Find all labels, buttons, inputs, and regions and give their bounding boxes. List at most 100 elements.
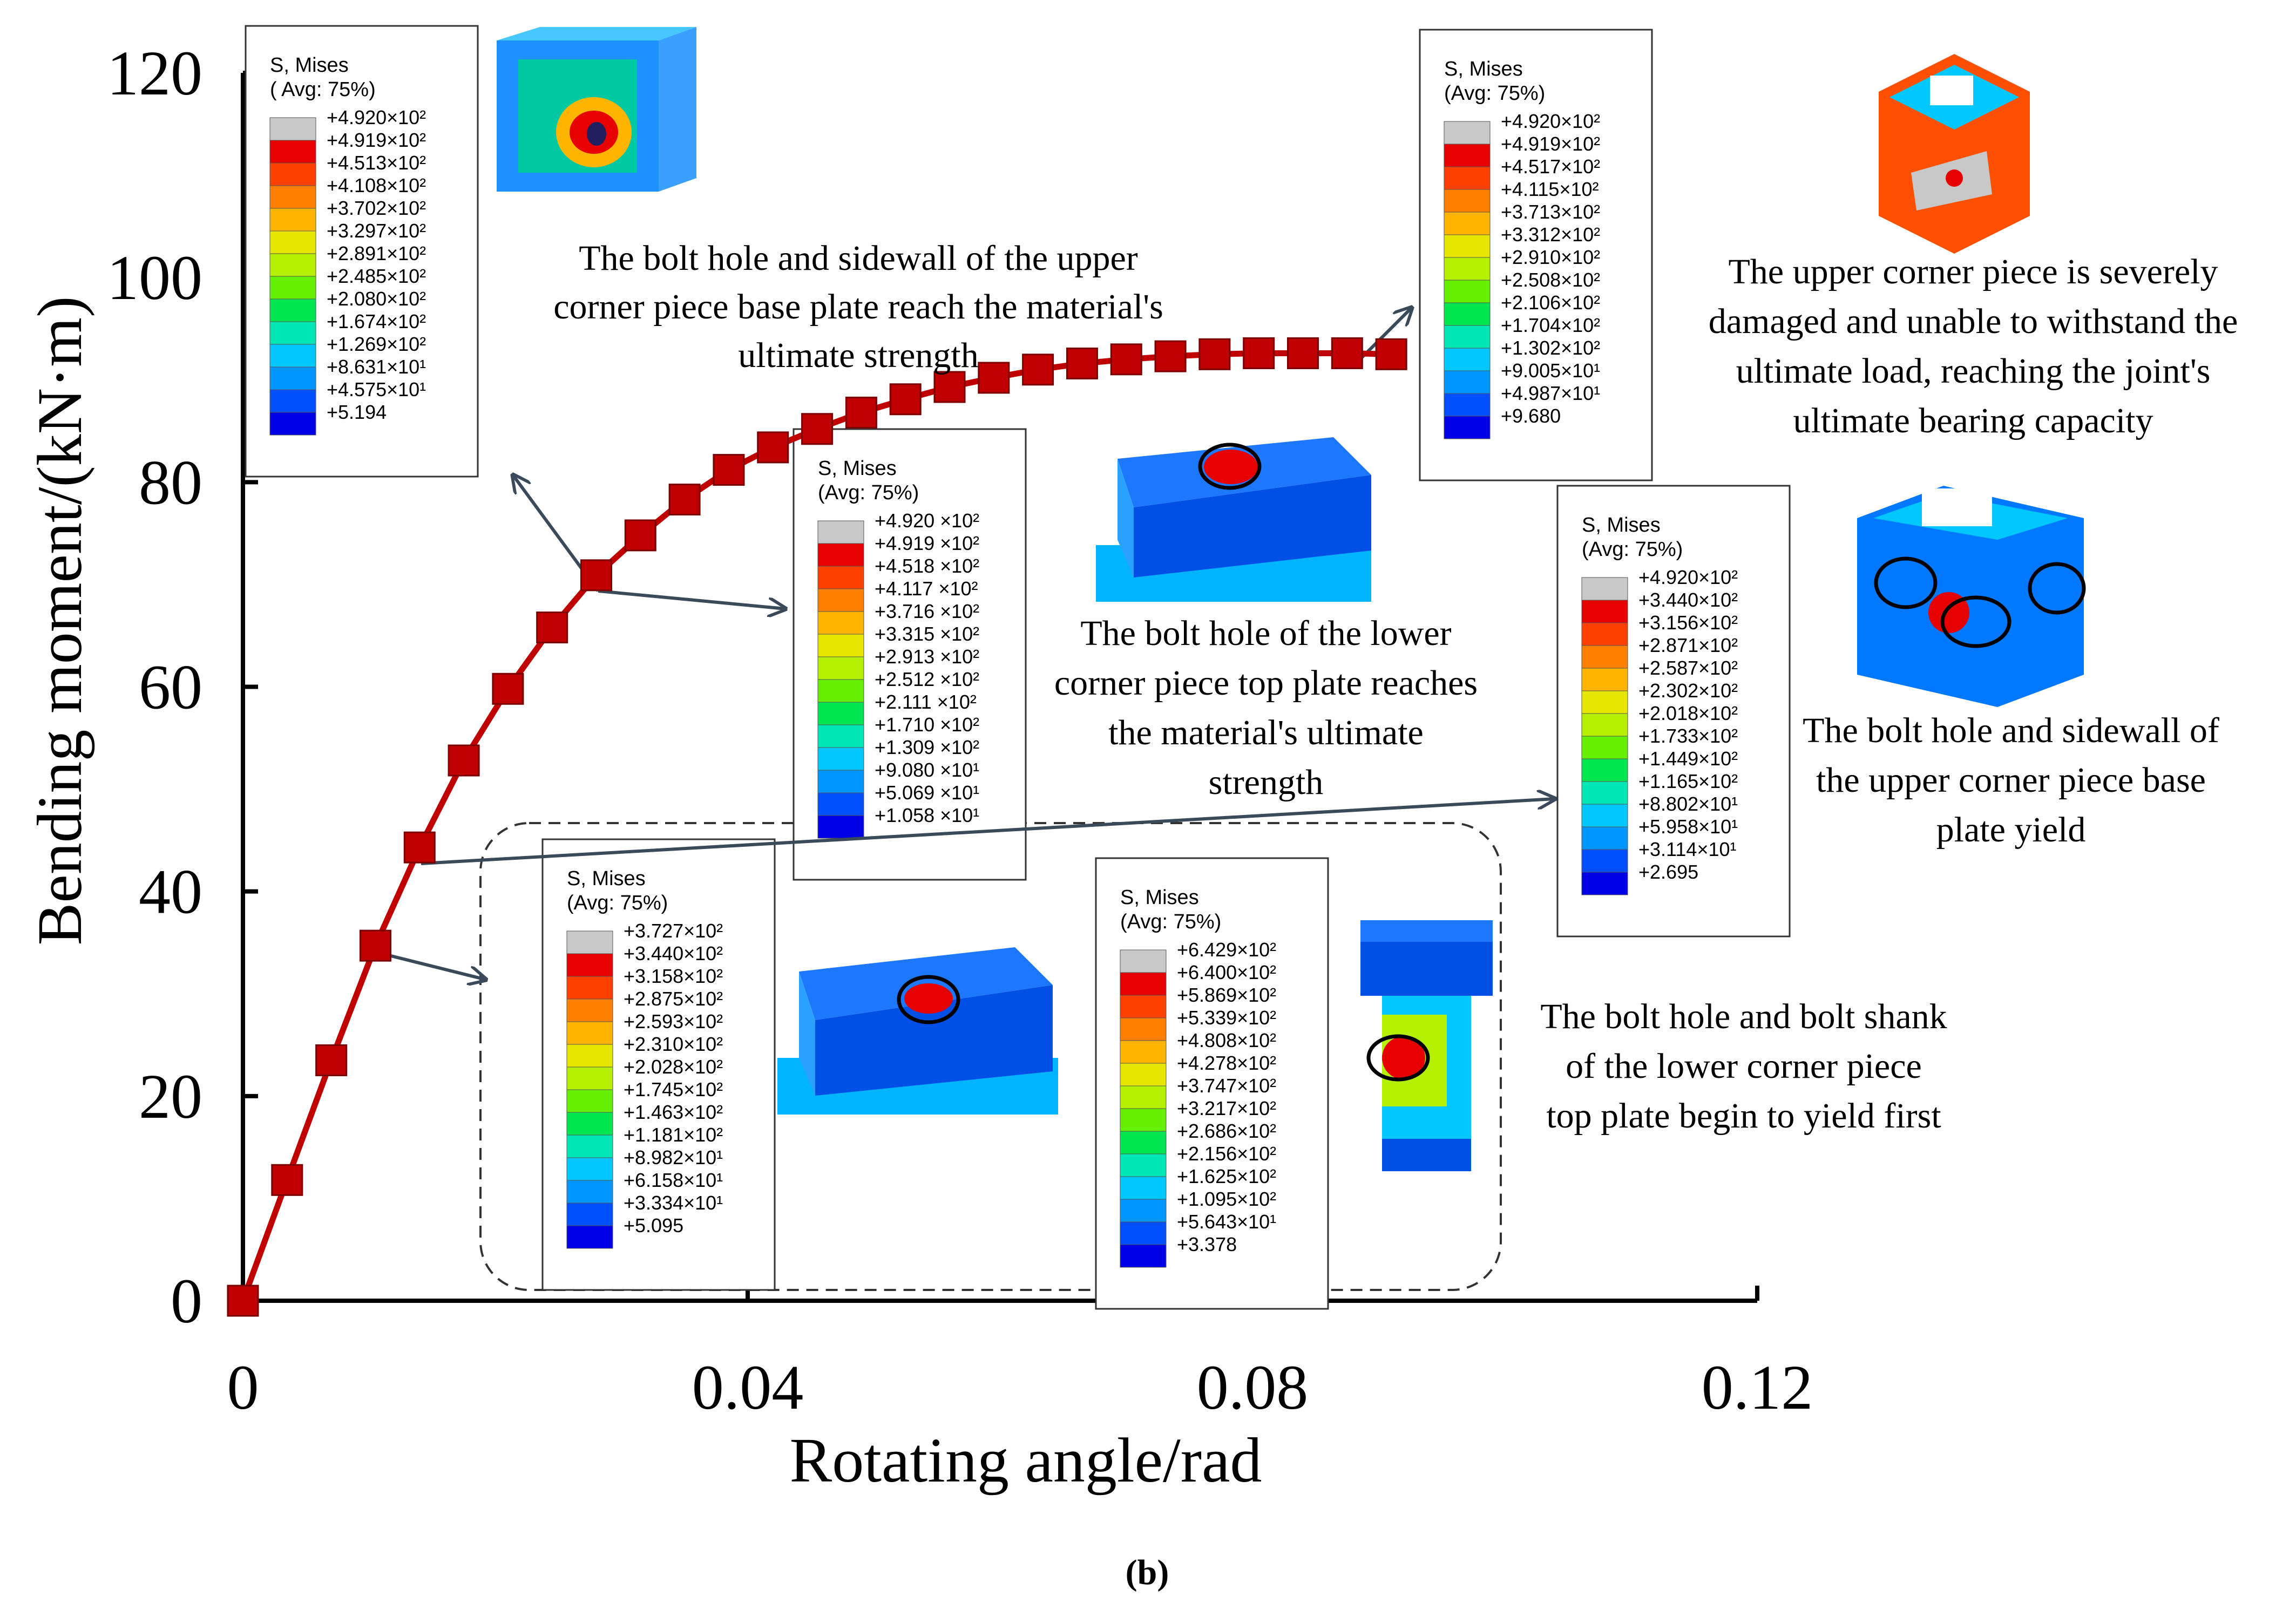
annotation-line: the upper corner piece base: [1816, 760, 2206, 800]
legend-swatch: [817, 679, 864, 703]
legend-value: +3.312×10²: [1501, 223, 1600, 246]
data-point-marker: [1287, 337, 1319, 369]
data-point-marker: [801, 413, 834, 445]
annotation-line: The bolt hole and bolt shank: [1540, 997, 1947, 1036]
highlight-circle: [897, 975, 960, 1024]
legend-value: +1.704×10²: [1501, 314, 1600, 336]
legend-value: +4.919×10²: [327, 129, 426, 151]
data-point-marker: [448, 744, 480, 777]
fe-model-lower-piece-first-yield: [777, 947, 1058, 1115]
legend-value: +2.593×10²: [624, 1010, 723, 1032]
legend-swatch: [817, 566, 864, 589]
legend-swatch: [566, 1180, 613, 1204]
legend-value: +2.913 ×10²: [875, 646, 979, 668]
legend-title: S, Mises: [567, 867, 646, 890]
legend-swatch: [1444, 280, 1491, 303]
legend-swatch: [269, 185, 316, 209]
legend-value: +3.727×10²: [624, 920, 723, 942]
legend-title: S, Mises: [1120, 886, 1199, 909]
legend-value: +4.575×10¹: [327, 378, 426, 400]
contour-legend: S, Mises(Avg: 75%)+4.920×10²+3.440×10²+3…: [1556, 485, 1791, 938]
legend-value: +3.713×10²: [1501, 201, 1600, 223]
legend-value: +4.920 ×10²: [875, 510, 979, 532]
legend-swatch: [1120, 972, 1167, 996]
data-point-marker: [315, 1044, 348, 1076]
data-point-marker: [227, 1285, 259, 1317]
legend-swatch: [269, 298, 316, 322]
legend-swatch: [817, 520, 864, 544]
legend-title: S, Mises: [1444, 58, 1523, 80]
legend-swatch: [1581, 758, 1628, 782]
legend-value: +3.440×10²: [1638, 589, 1738, 611]
legend-swatch: [1581, 668, 1628, 691]
annotation-line: The bolt hole and sidewall of: [1803, 711, 2219, 750]
legend-value: +4.117 ×10²: [875, 578, 978, 600]
y-tick-label: 0: [171, 1266, 202, 1336]
legend-swatch: [269, 389, 316, 413]
x-tick-label: 0.12: [1702, 1352, 1813, 1423]
legend-swatch: [269, 140, 316, 164]
legend-swatch: [1120, 1176, 1167, 1200]
legend-value: +3.156×10²: [1638, 612, 1738, 634]
legend-value: +3.158×10²: [624, 965, 723, 987]
legend-value: +2.508×10²: [1501, 269, 1600, 291]
legend-value: +1.625×10²: [1177, 1165, 1276, 1187]
legend-value: +4.518 ×10²: [875, 555, 979, 577]
legend-value: +6.158×10¹: [624, 1169, 723, 1191]
legend-swatch: [566, 1112, 613, 1136]
legend-value: +8.982×10¹: [624, 1146, 723, 1169]
y-tick-label: 100: [107, 242, 202, 313]
legend-swatch: [1581, 645, 1628, 669]
data-point-marker: [1110, 343, 1142, 376]
legend-swatch: [817, 611, 864, 635]
legend-swatch: [1444, 370, 1491, 394]
legend-swatch: [1581, 600, 1628, 623]
y-tick-label: 40: [139, 857, 202, 927]
legend-swatch: [1581, 804, 1628, 827]
legend-value: +3.702×10²: [327, 197, 426, 219]
legend-swatch: [1120, 1063, 1167, 1086]
data-point-marker: [1154, 340, 1187, 372]
legend-value: +2.018×10²: [1638, 702, 1738, 724]
legend-value: +4.919 ×10²: [875, 532, 979, 554]
legend-value: +4.278×10²: [1177, 1052, 1276, 1074]
legend-swatch: [566, 1203, 613, 1226]
data-point-marker: [624, 519, 656, 552]
data-point-marker: [889, 383, 922, 416]
legend-swatch: [566, 1089, 613, 1113]
legend-value: +6.400×10²: [1177, 961, 1276, 983]
highlight-circle: [1940, 595, 2011, 648]
legend-swatch: [1444, 166, 1491, 190]
fe-model-upper-piece-top: [497, 27, 696, 192]
contour-legend: S, Mises(Avg: 75%) +4.920 ×10²+4.919 ×10²…: [793, 428, 1027, 881]
y-axis-title: Bending moment/(kN·m): [24, 296, 95, 946]
highlight-circle: [1366, 1034, 1430, 1082]
contour-legend: S, Mises(Avg: 75%)+6.429×10²+6.400×10²+5…: [1095, 857, 1329, 1310]
legend-swatch: [269, 276, 316, 300]
annotation-line: damaged and unable to withstand the: [1709, 302, 2238, 341]
legend-value: +2.587×10²: [1638, 657, 1738, 679]
legend-value: +4.808×10²: [1177, 1029, 1276, 1051]
legend-swatch: [1444, 189, 1491, 213]
panel-label: (b): [1126, 1553, 1169, 1592]
legend-value: +5.643×10¹: [1177, 1211, 1276, 1233]
legend-value: +1.302×10²: [1501, 337, 1600, 359]
legend-value: +5.095: [624, 1214, 683, 1237]
legend-value: +2.080×10²: [327, 288, 426, 310]
legend-value: +3.297×10²: [327, 220, 426, 242]
data-point-marker: [1375, 338, 1407, 370]
contour-legend: S, Mises(Avg: 75%)+3.727×10²+3.440×10²+3…: [541, 838, 776, 1291]
legend-swatch: [269, 162, 316, 186]
legend-swatch: [1444, 121, 1491, 145]
legend-value: +4.115×10²: [1501, 178, 1599, 200]
legend-value: +9.080 ×10¹: [875, 759, 979, 781]
legend-average: (Avg: 75%): [567, 892, 668, 914]
legend-swatch: [817, 656, 864, 680]
legend-value: +2.686×10²: [1177, 1120, 1276, 1142]
annotation-line: ultimate strength: [738, 336, 978, 375]
data-point-marker: [1198, 338, 1231, 370]
data-point-marker: [668, 484, 701, 516]
annotation-line: The bolt hole and sidewall of the upper: [579, 239, 1138, 278]
data-point-marker: [1022, 354, 1054, 386]
